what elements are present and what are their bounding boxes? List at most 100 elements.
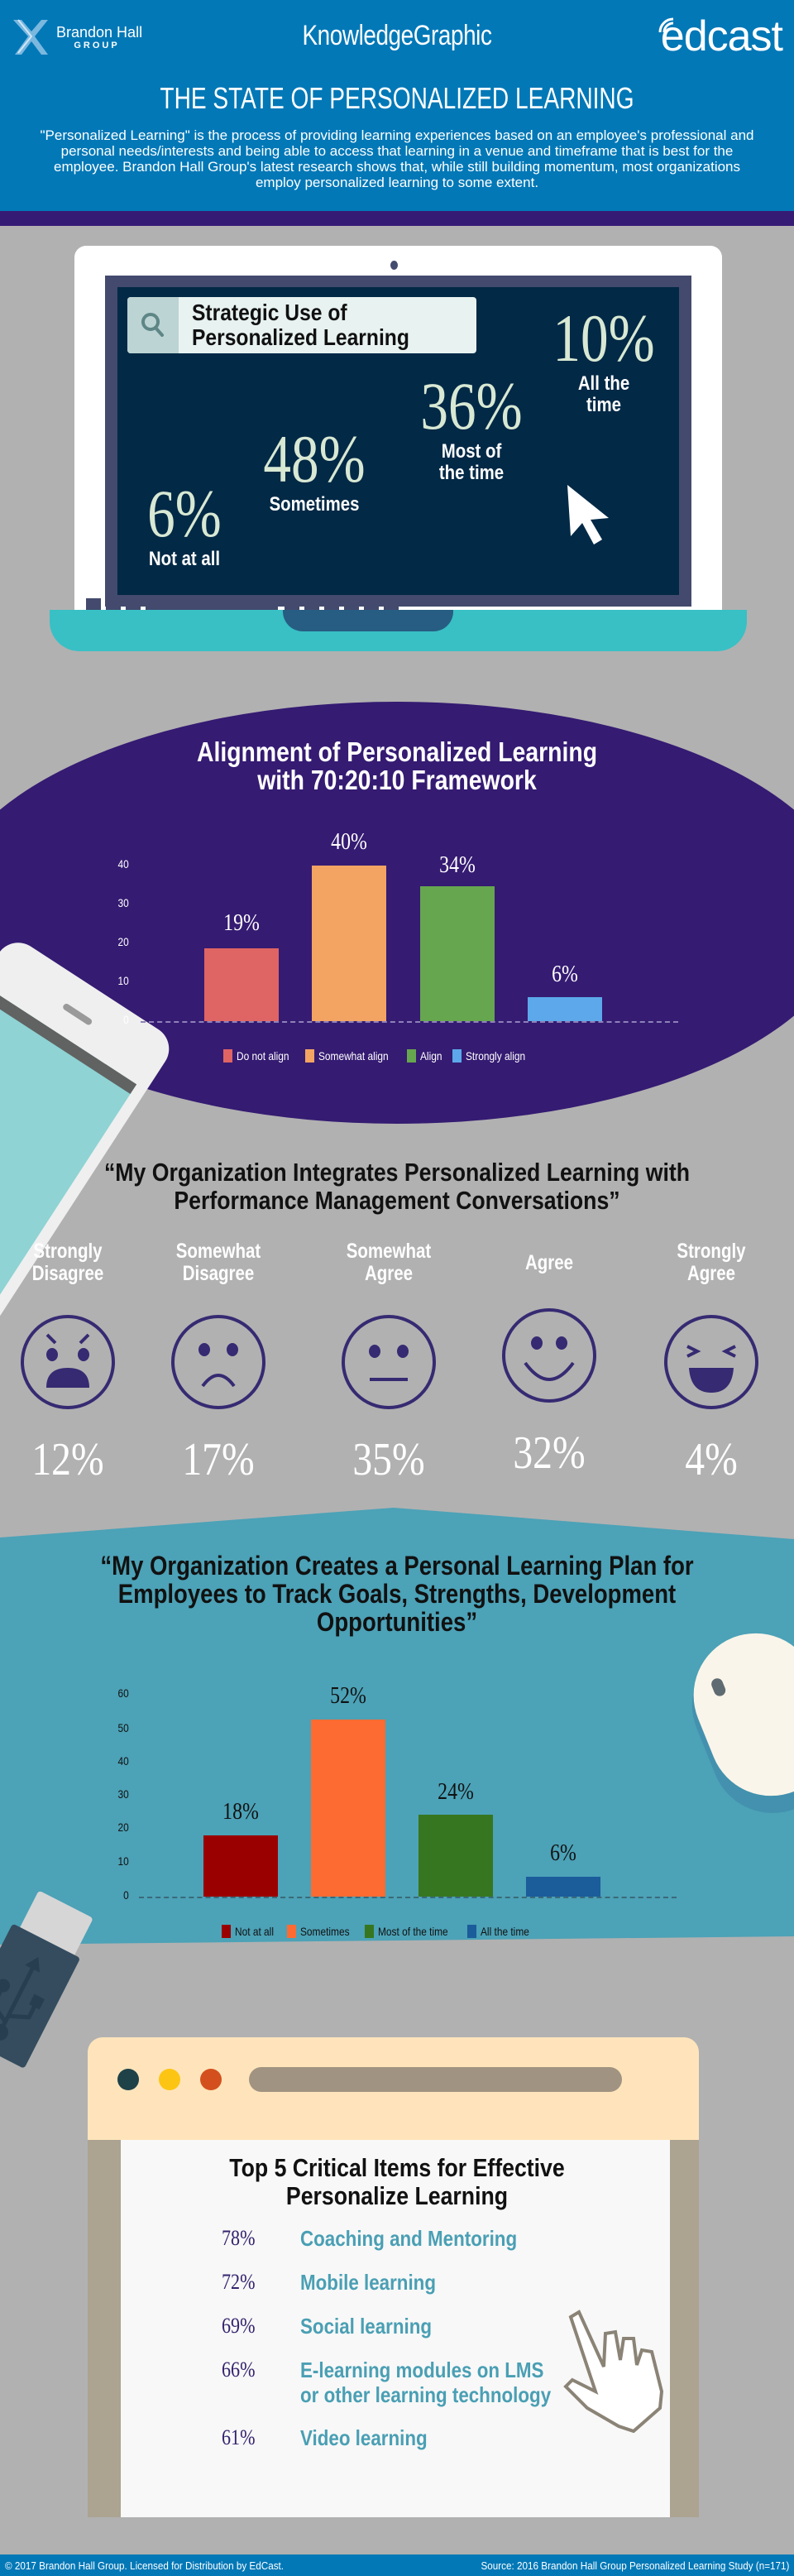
key (384, 598, 399, 610)
legend-label: Align (420, 1049, 442, 1063)
edcast-wordmark: edcast (660, 12, 783, 60)
top5-pct: 72% (222, 2270, 256, 2294)
neutral-face-icon (342, 1315, 436, 1409)
browser-address-bar (249, 2067, 622, 2092)
stat-most-of-the-time: 36% Most of the time (405, 372, 538, 484)
top5-label: Video learning (300, 2425, 428, 2450)
top5-item: 66% E-learning modules on LMS or other l… (222, 2358, 591, 2407)
top5-label: Social learning (300, 2314, 433, 2339)
search-icon (141, 313, 164, 337)
stat-not-at-all: 6% Not at all (139, 479, 230, 570)
usb-drive-illustration (0, 1887, 98, 2069)
header-divider-strip (0, 211, 794, 226)
legend-swatch (466, 1925, 476, 1938)
legend-item: All the time (466, 1925, 538, 1938)
source-text: Source: 2016 Brandon Hall Group Personal… (480, 2559, 789, 2572)
alignment-chart-title: Alignment of Personalized Learning with … (55, 738, 739, 794)
key (324, 598, 339, 610)
response-label: Agree (502, 1237, 597, 1288)
plan-title-line3: Opportunities” (316, 1607, 478, 1637)
arrow-cursor-icon (567, 485, 609, 544)
response-label: Strongly Agree (664, 1237, 759, 1288)
legend-swatch (407, 1049, 417, 1063)
key (146, 598, 278, 610)
key (285, 598, 299, 610)
response-label-line2: Disagree (31, 1262, 104, 1285)
stat-label: Most of (441, 440, 502, 463)
legend-swatch (304, 1049, 314, 1063)
legend-item: Sometimes (287, 1925, 358, 1938)
stat-pct: 6% (147, 476, 222, 551)
stat-label: All the (577, 372, 630, 395)
response-label-line2: Agree (686, 1262, 736, 1285)
legend-label: Somewhat align (318, 1049, 389, 1063)
response-label: Somewhat Disagree (171, 1237, 266, 1288)
plan-title-line1: “My Organization Creates a Personal Lear… (100, 1551, 694, 1581)
alignment-title-line1: Alignment of Personalized Learning (196, 736, 598, 767)
response-pct: 4% (685, 1434, 738, 1485)
intro-paragraph: "Personalized Learning" is the process o… (40, 127, 754, 190)
stat-all-the-time: 10% All the time (538, 304, 670, 416)
legend-label: Do not align (237, 1049, 289, 1063)
window-dot-orange (200, 2069, 222, 2090)
performance-title: “My Organization Integrates Personalized… (55, 1158, 739, 1215)
response-pct: 35% (352, 1434, 425, 1485)
top5-title: Top 5 Critical Items for Effective Perso… (55, 2154, 739, 2210)
response-strongly-disagree: Strongly Disagree 12% (10, 1237, 126, 1485)
response-label-line1: Strongly (33, 1240, 103, 1263)
response-label-line1: Agree (524, 1250, 574, 1274)
footer: © 2017 Brandon Hall Group. Licensed for … (0, 2554, 794, 2576)
stat-label: time (586, 394, 621, 416)
sad-face-icon (171, 1315, 265, 1409)
legend-swatch (287, 1925, 297, 1938)
top5-title-line2: Personalize Learning (285, 2181, 509, 2210)
brand-left-group: GROUP (74, 41, 120, 50)
legend-label: Sometimes (300, 1925, 350, 1938)
knowledgegraphic-title: KnowledgeGraphic (302, 20, 492, 51)
top5-label: Mobile learning (300, 2270, 436, 2295)
legend-item: Do not align (223, 1049, 299, 1063)
key (364, 598, 379, 610)
webcam-dot (390, 261, 398, 270)
stat-label: Sometimes (269, 493, 360, 516)
usb-symbol-icon (0, 1956, 45, 2041)
performance-title-line2: Performance Management Conversations” (174, 1186, 620, 1215)
brand-left-name: Brandon Hall (56, 24, 143, 41)
top5-item: 69% Social learning (222, 2314, 453, 2339)
alignment-legend: Do not align Somewhat align Align Strong… (223, 1049, 543, 1063)
response-strongly-agree: Strongly Agree 4% (653, 1237, 769, 1485)
key (344, 598, 359, 610)
legend-item: Not at all (222, 1925, 280, 1938)
strategic-use-searchbar: Strategic Use of Personalized Learning (127, 297, 476, 353)
top5-label: Coaching and Mentoring (300, 2226, 518, 2251)
stat-pct: 48% (263, 421, 366, 496)
top5-pct: 69% (222, 2314, 256, 2338)
smile-face-icon (502, 1308, 596, 1403)
brandon-hall-logo: Brandon Hall GROUP (10, 17, 142, 58)
key (106, 598, 121, 610)
laptop-base (50, 610, 747, 651)
angry-face-icon (21, 1315, 115, 1409)
response-pct: 12% (31, 1434, 104, 1485)
response-pct: 32% (513, 1427, 586, 1479)
top5-label-line2: or other learning technology (300, 2382, 552, 2407)
legend-item: Most of the time (365, 1925, 461, 1938)
edcast-logo: edcast (658, 12, 783, 61)
brandon-hall-x-icon (13, 19, 48, 55)
header: Brandon Hall GROUP KnowledgeGraphic edca… (0, 0, 794, 211)
signal-arc-icon (658, 17, 673, 33)
legend-label: Not at all (235, 1925, 274, 1938)
performance-title-line1: “My Organization Integrates Personalized… (103, 1158, 691, 1187)
legend-item: Somewhat align (304, 1049, 401, 1063)
stat-sometimes: 48% Sometimes (248, 425, 380, 516)
legend-swatch (452, 1049, 462, 1063)
response-agree: Agree 32% (491, 1237, 607, 1478)
strategic-title-line2: Personalized Learning (192, 324, 409, 350)
response-label-line1: Somewhat (346, 1240, 432, 1263)
learning-plan-legend: Not at all Sometimes Most of the time Al… (222, 1925, 544, 1938)
pointing-hand-cursor-icon (563, 2310, 664, 2433)
top5-item: 61% Video learning (222, 2425, 448, 2450)
stat-pct: 36% (420, 368, 523, 444)
legend-label: Most of the time (378, 1925, 448, 1938)
response-somewhat-agree: Somewhat Agree 35% (331, 1237, 447, 1485)
